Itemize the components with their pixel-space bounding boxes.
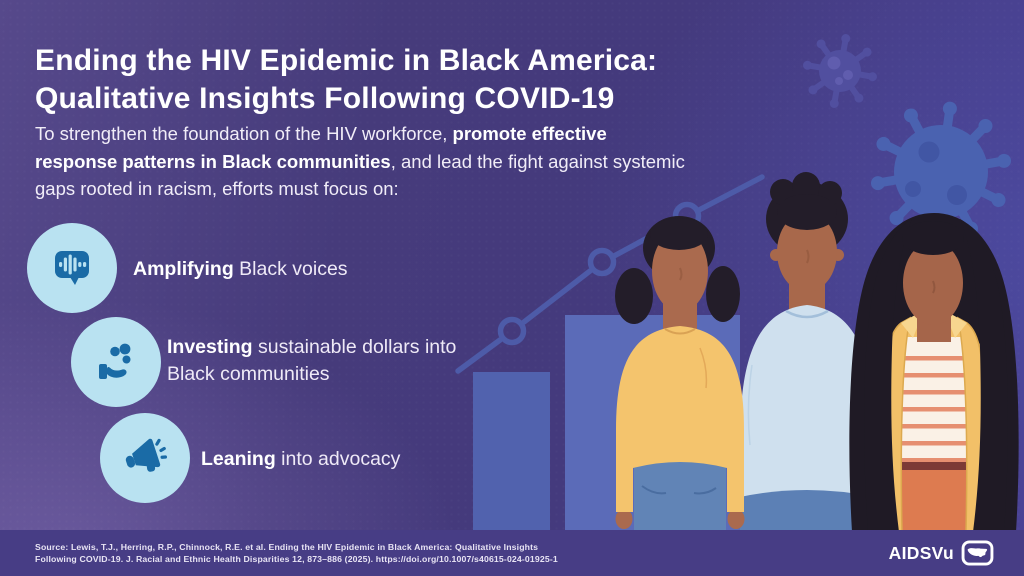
page-title: Ending the HIV Epidemic in Black America… <box>35 42 657 118</box>
bullet-3-rest: into advocacy <box>275 448 401 470</box>
coronavirus-icon-small <box>803 34 877 108</box>
bullet-2-circle <box>71 317 161 407</box>
intro-segment-3: , and lead the fight against systemic ga… <box>35 150 685 200</box>
megaphone-icon <box>125 438 168 472</box>
source-line-1: Source: Lewis, T.J., Herring, R.P., Chin… <box>35 542 539 552</box>
source-citation: Source: Lewis, T.J., Herring, R.P., Chin… <box>35 541 558 565</box>
bullet-3-keyword: Leaning <box>201 448 276 470</box>
bullet-3-circle <box>100 413 190 503</box>
bullet-1-rest: Black voices <box>233 258 348 280</box>
aidsvu-wordmark: AIDSVu <box>888 542 954 563</box>
aidsvu-logo: AIDSVu <box>889 540 994 566</box>
illustration-scene <box>455 34 1019 532</box>
bullet-3-text: Leaning into advocacy <box>201 446 531 473</box>
voice-waveform-speech-bubble-icon <box>55 251 89 285</box>
bullet-2-keyword: Investing <box>167 336 253 358</box>
intro-paragraph: To strengthen the foundation of the HIV … <box>35 120 687 203</box>
intro-segment-2-bold: promote effective response patterns in B… <box>35 123 607 172</box>
bullet-1-text: Amplifying Black voices <box>133 256 463 283</box>
illustration-person-woman-right <box>849 213 1019 532</box>
title-line-1: Ending the HIV Epidemic in Black America… <box>35 44 658 77</box>
illustration-person-man <box>740 172 874 532</box>
hand-with-coins-icon <box>99 343 131 379</box>
bullet-1-circle <box>27 223 117 313</box>
illustration-person-woman-left <box>615 216 745 532</box>
bullet-2-rest: sustainable dollars into Black communiti… <box>167 336 457 385</box>
coronavirus-icon-large <box>870 101 1012 243</box>
us-map-icon <box>961 540 994 566</box>
footer-bar: Source: Lewis, T.J., Herring, R.P., Chin… <box>0 530 1024 576</box>
source-line-2: Following COVID-19. J. Racial and Ethnic… <box>35 554 558 564</box>
title-line-2: Qualitative Insights Following COVID-19 <box>35 82 615 115</box>
intro-segment-1: To strengthen the foundation of the HIV … <box>35 123 453 144</box>
bullet-2-text: Investing sustainable dollars into Black… <box>167 334 459 387</box>
bullet-1-keyword: Amplifying <box>133 258 234 280</box>
